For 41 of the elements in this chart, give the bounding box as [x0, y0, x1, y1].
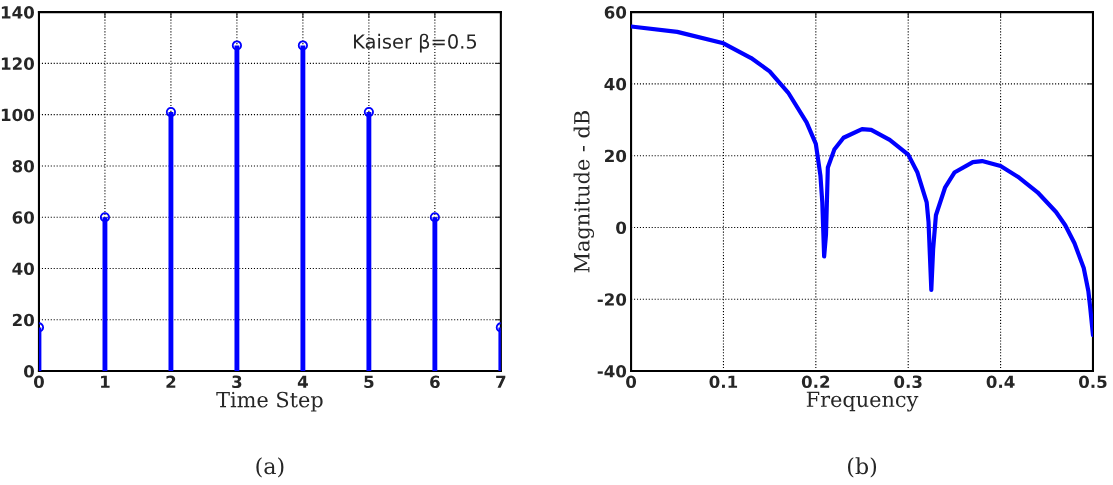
x-axis-title: Frequency	[806, 391, 919, 412]
y-tick-label: 80	[12, 159, 34, 173]
point	[165, 107, 176, 118]
y-tick-label: 120	[1, 57, 34, 70]
x-tick-label: 6	[430, 375, 440, 389]
y-tick-label: 0	[616, 221, 627, 235]
x-tick-label: 0.1	[709, 375, 738, 389]
x-tick-label: 0.3	[894, 375, 922, 389]
y-tick-label: -20	[597, 293, 627, 306]
x-tick-label: 0.5	[1079, 375, 1107, 389]
point	[231, 40, 242, 51]
y-tick-label: 20	[605, 149, 627, 163]
y-axis-title: Magnitude - dB	[573, 111, 595, 273]
line-series	[631, 24, 1093, 338]
x-tick-label: 5	[364, 375, 374, 389]
y-tick-label: 60	[12, 211, 34, 224]
y-tick-label: 140	[1, 6, 34, 19]
x-axis-title: Time Step	[216, 391, 323, 412]
x-tick-label: 4	[297, 375, 308, 388]
y-tick-label: 20	[12, 313, 34, 327]
x-tick-label: 3	[232, 375, 242, 389]
y-tick-label: 100	[1, 108, 34, 122]
y-tick-label: -40	[597, 364, 627, 378]
x-tick-label: 0	[626, 375, 637, 389]
text: (a)	[256, 457, 284, 478]
x-tick-label: 7	[496, 375, 506, 388]
point	[363, 107, 374, 118]
x-tick-label: 0.2	[801, 375, 830, 389]
annotation: Kaiser β=0.5	[354, 33, 477, 53]
y-tick-label: 0	[23, 364, 34, 378]
point	[297, 40, 308, 51]
text: (b)	[847, 457, 877, 478]
x-tick-label: 0.4	[986, 375, 1015, 389]
x-tick-label: 0	[33, 375, 44, 389]
y-tick-label: 40	[12, 262, 34, 276]
point	[429, 212, 440, 223]
y-tick-label: 60	[604, 6, 627, 19]
x-tick-label: 1	[101, 375, 110, 388]
point	[99, 212, 111, 223]
x-tick-label: 2	[166, 375, 176, 388]
y-tick-label: 40	[604, 77, 627, 91]
